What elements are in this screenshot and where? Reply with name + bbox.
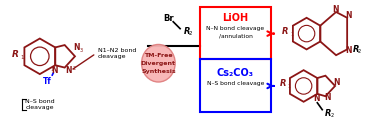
Text: LiOH: LiOH [222, 13, 248, 23]
Text: N: N [332, 5, 338, 14]
Text: N: N [324, 93, 331, 102]
Text: Divergent: Divergent [141, 61, 176, 66]
Text: N–S bond cleavage: N–S bond cleavage [207, 82, 264, 87]
Text: TM-Free: TM-Free [144, 53, 173, 58]
Text: N: N [345, 46, 352, 55]
Text: N–N bond cleavage: N–N bond cleavage [206, 26, 265, 31]
Text: R: R [12, 50, 19, 59]
Text: 1: 1 [288, 84, 291, 89]
Ellipse shape [142, 45, 175, 82]
Bar [200, 59, 271, 112]
Text: N: N [74, 43, 80, 52]
Text: R: R [184, 27, 191, 36]
Text: R: R [279, 79, 286, 89]
Text: 3: 3 [80, 48, 83, 53]
Text: N: N [51, 66, 57, 75]
Text: 2: 2 [189, 31, 192, 36]
Text: R: R [353, 45, 359, 54]
Text: Cs₂CO₃: Cs₂CO₃ [217, 68, 254, 78]
Text: Br: Br [163, 14, 174, 23]
Text: 1: 1 [291, 32, 294, 37]
Text: /annulation: /annulation [218, 33, 253, 38]
Text: R: R [282, 27, 289, 36]
Text: 2: 2 [330, 113, 333, 118]
Text: 2: 2 [73, 66, 76, 71]
Text: R: R [325, 109, 332, 118]
Text: N1–N2 bond: N1–N2 bond [98, 48, 136, 53]
Text: cleavage: cleavage [26, 105, 54, 110]
Text: 1: 1 [50, 67, 53, 72]
Text: N–S bond: N–S bond [25, 99, 54, 104]
Text: 2: 2 [358, 49, 361, 54]
Text: 1: 1 [20, 55, 23, 60]
Text: N: N [65, 66, 72, 75]
Text: N: N [313, 94, 319, 103]
Text: Synthesis: Synthesis [141, 69, 176, 74]
Text: Tf: Tf [43, 77, 52, 86]
Bar [200, 7, 271, 59]
Text: cleavage: cleavage [98, 54, 127, 59]
Text: N: N [333, 79, 339, 87]
Text: N: N [345, 11, 352, 20]
